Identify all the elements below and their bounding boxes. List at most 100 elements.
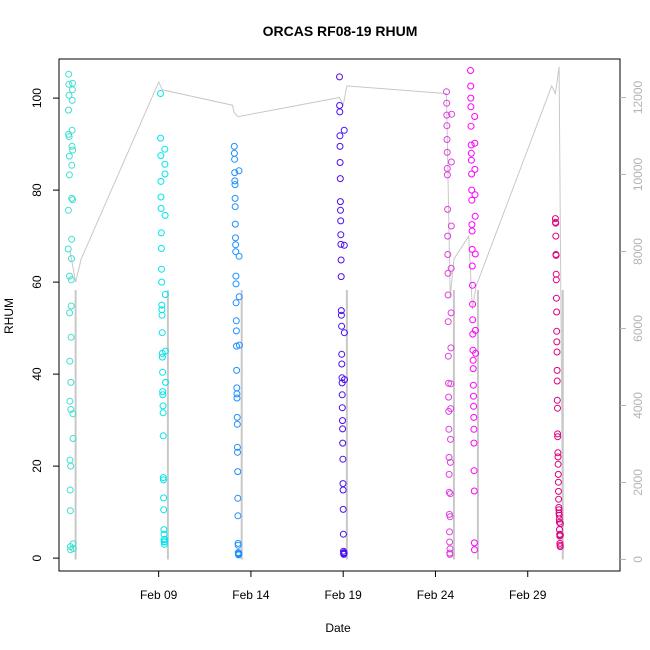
data-point-s0-19	[67, 462, 75, 470]
data-point-s1-34	[161, 160, 169, 168]
data-point-s0-35	[69, 196, 77, 204]
data-point-s1-19	[159, 402, 167, 410]
data-point-s4-27	[446, 545, 454, 553]
data-point-s5-0	[467, 67, 474, 74]
data-point-s3-25	[339, 439, 347, 447]
data-point-s6-24	[555, 487, 562, 495]
data-point-s6-25	[555, 495, 563, 503]
data-point-s2-15	[232, 317, 240, 325]
data-point-s1-20	[159, 409, 167, 417]
data-point-s0-16	[66, 507, 74, 515]
data-point-s2-17	[233, 342, 240, 350]
data-point-s1-30	[160, 540, 168, 548]
data-point-s4-29	[446, 490, 454, 498]
data-point-s2-39	[235, 341, 243, 349]
data-point-s3-36	[340, 126, 348, 134]
data-point-s2-35	[235, 549, 243, 557]
data-point-s2-9	[232, 234, 239, 242]
data-point-s0-25	[68, 255, 75, 263]
data-point-s4-13	[444, 318, 452, 326]
data-point-s2-25	[234, 448, 241, 456]
data-point-s1-22	[159, 474, 167, 482]
data-point-s1-31	[161, 538, 168, 546]
data-point-s6-29	[555, 511, 563, 519]
data-point-s4-32	[447, 405, 455, 413]
data-point-s1-36	[161, 211, 169, 219]
data-point-s1-21	[159, 432, 167, 440]
y2-tick-label-3: 6000	[631, 315, 645, 342]
data-point-s1-26	[160, 526, 168, 534]
plot-box	[58, 58, 621, 572]
x-tick-label-0: Feb 09	[140, 588, 178, 602]
data-point-s5-28	[470, 467, 478, 475]
data-point-s6-8	[552, 294, 560, 302]
data-point-s6-19	[554, 449, 562, 457]
data-point-s5-32	[471, 113, 479, 120]
data-point-s2-21	[233, 394, 241, 402]
data-point-s5-31	[471, 546, 478, 554]
data-point-s3-11	[337, 240, 345, 248]
data-point-s0-27	[68, 194, 76, 202]
data-point-s5-2	[467, 94, 475, 102]
data-point-s6-7	[552, 276, 560, 284]
chart-title: ORCAS RF08-19 RHUM	[263, 23, 418, 39]
data-point-s6-15	[553, 396, 561, 404]
data-point-s5-10	[468, 196, 476, 204]
data-point-s0-1	[64, 206, 72, 214]
data-point-s1-23	[160, 476, 167, 484]
data-point-s1-32	[161, 535, 169, 543]
data-point-s4-31	[447, 435, 454, 443]
data-point-s2-2	[231, 155, 239, 163]
data-point-s0-11	[66, 309, 74, 317]
y2-tick-label-5: 10000	[631, 157, 645, 191]
y-axis-label: RHUM	[2, 298, 16, 334]
x-tick-label-3: Feb 24	[417, 588, 455, 602]
data-point-s3-30	[339, 530, 347, 538]
data-point-s0-9	[65, 171, 73, 179]
data-point-s4-16	[445, 393, 453, 401]
data-point-s4-10	[444, 251, 452, 258]
data-point-s6-16	[554, 404, 561, 412]
data-point-s3-12	[337, 256, 345, 264]
data-point-s4-37	[447, 222, 455, 230]
data-point-s3-37	[340, 241, 348, 249]
data-point-s5-6	[467, 149, 475, 157]
data-point-s3-9	[337, 217, 345, 225]
data-point-s3-39	[341, 376, 348, 384]
data-point-s0-30	[68, 126, 76, 134]
data-point-s0-2	[65, 106, 72, 114]
data-point-s6-11	[553, 338, 561, 346]
data-point-s2-10	[232, 241, 240, 249]
data-point-s2-7	[231, 203, 239, 211]
data-point-s2-14	[232, 299, 240, 307]
data-point-s1-7	[157, 245, 165, 252]
data-point-s0-33	[69, 79, 76, 87]
data-point-s3-0	[336, 73, 343, 81]
y2-tick-label-1: 2000	[631, 469, 645, 496]
data-point-s4-2	[443, 111, 451, 119]
data-point-s4-35	[447, 309, 455, 317]
x-axis-label: Date	[325, 621, 351, 635]
data-point-s4-28	[446, 513, 454, 521]
data-point-s5-24	[470, 402, 478, 410]
data-point-s2-18	[233, 366, 241, 374]
data-point-s4-30	[446, 458, 454, 466]
y2-tick-label-0: 0	[631, 556, 645, 563]
data-point-s1-12	[158, 311, 166, 319]
data-point-s5-7	[467, 156, 475, 164]
data-point-s6-3	[552, 232, 560, 240]
data-point-s6-10	[553, 327, 561, 335]
data-point-s0-38	[69, 540, 77, 548]
y2-tick-label-6: 12000	[631, 80, 645, 114]
data-point-s2-26	[234, 468, 242, 476]
plot-frame	[58, 58, 621, 572]
data-point-s5-29	[470, 487, 478, 495]
y-tick-label-5: 100	[30, 88, 44, 108]
data-point-s6-13	[553, 366, 561, 374]
data-point-s3-22	[338, 404, 346, 412]
data-point-s0-36	[69, 410, 77, 418]
data-point-s4-8	[444, 205, 452, 213]
data-point-s2-23	[233, 420, 241, 428]
data-point-s2-11	[232, 248, 240, 256]
data-point-s5-27	[470, 439, 478, 447]
